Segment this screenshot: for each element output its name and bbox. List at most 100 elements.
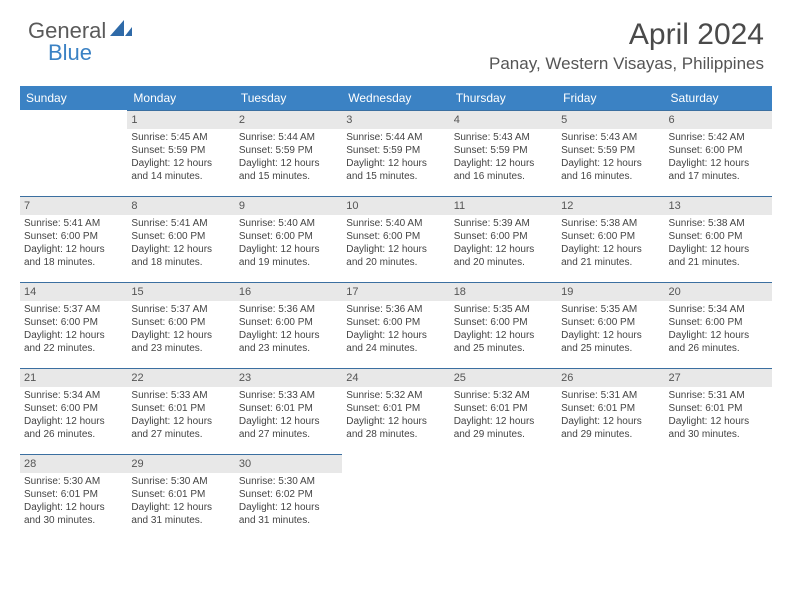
daylight-line: Daylight: 12 hours and 27 minutes. — [239, 415, 338, 441]
header: General Blue April 2024 Panay, Western V… — [0, 0, 792, 78]
sunrise-line: Sunrise: 5:38 AM — [669, 217, 768, 230]
calendar-cell: 17Sunrise: 5:36 AMSunset: 6:00 PMDayligh… — [342, 282, 449, 368]
day-content: Sunrise: 5:30 AMSunset: 6:02 PMDaylight:… — [235, 473, 342, 531]
sunset-line: Sunset: 5:59 PM — [454, 144, 553, 157]
daylight-line: Daylight: 12 hours and 26 minutes. — [24, 415, 123, 441]
sunset-line: Sunset: 6:00 PM — [24, 316, 123, 329]
day-number: 15 — [127, 282, 234, 301]
location: Panay, Western Visayas, Philippines — [489, 54, 764, 74]
day-number: 6 — [665, 110, 772, 129]
sunrise-line: Sunrise: 5:44 AM — [239, 131, 338, 144]
calendar-row: 7Sunrise: 5:41 AMSunset: 6:00 PMDaylight… — [20, 196, 772, 282]
day-content: Sunrise: 5:34 AMSunset: 6:00 PMDaylight:… — [20, 387, 127, 445]
daylight-line: Daylight: 12 hours and 24 minutes. — [346, 329, 445, 355]
day-content: Sunrise: 5:44 AMSunset: 5:59 PMDaylight:… — [235, 129, 342, 187]
sunset-line: Sunset: 6:01 PM — [131, 402, 230, 415]
day-number: 19 — [557, 282, 664, 301]
dayname-sun: Sunday — [20, 86, 127, 110]
sunrise-line: Sunrise: 5:33 AM — [239, 389, 338, 402]
calendar-cell: 28Sunrise: 5:30 AMSunset: 6:01 PMDayligh… — [20, 454, 127, 540]
calendar-cell — [557, 454, 664, 540]
day-content: Sunrise: 5:32 AMSunset: 6:01 PMDaylight:… — [450, 387, 557, 445]
calendar-cell — [450, 454, 557, 540]
day-content: Sunrise: 5:33 AMSunset: 6:01 PMDaylight:… — [235, 387, 342, 445]
calendar-cell: 10Sunrise: 5:40 AMSunset: 6:00 PMDayligh… — [342, 196, 449, 282]
sunset-line: Sunset: 6:00 PM — [239, 230, 338, 243]
sunset-line: Sunset: 6:00 PM — [454, 316, 553, 329]
day-number: 1 — [127, 110, 234, 129]
sunrise-line: Sunrise: 5:35 AM — [454, 303, 553, 316]
calendar-cell: 23Sunrise: 5:33 AMSunset: 6:01 PMDayligh… — [235, 368, 342, 454]
calendar-cell: 11Sunrise: 5:39 AMSunset: 6:00 PMDayligh… — [450, 196, 557, 282]
daylight-line: Daylight: 12 hours and 28 minutes. — [346, 415, 445, 441]
sunset-line: Sunset: 6:00 PM — [131, 316, 230, 329]
day-content: Sunrise: 5:44 AMSunset: 5:59 PMDaylight:… — [342, 129, 449, 187]
daylight-line: Daylight: 12 hours and 18 minutes. — [24, 243, 123, 269]
daylight-line: Daylight: 12 hours and 23 minutes. — [131, 329, 230, 355]
calendar-cell — [665, 454, 772, 540]
daylight-line: Daylight: 12 hours and 15 minutes. — [239, 157, 338, 183]
day-content: Sunrise: 5:42 AMSunset: 6:00 PMDaylight:… — [665, 129, 772, 187]
sunrise-line: Sunrise: 5:40 AM — [239, 217, 338, 230]
day-number: 13 — [665, 196, 772, 215]
sunset-line: Sunset: 6:01 PM — [669, 402, 768, 415]
sunset-line: Sunset: 6:00 PM — [561, 316, 660, 329]
sunset-line: Sunset: 6:02 PM — [239, 488, 338, 501]
day-content: Sunrise: 5:38 AMSunset: 6:00 PMDaylight:… — [665, 215, 772, 273]
calendar-cell: 27Sunrise: 5:31 AMSunset: 6:01 PMDayligh… — [665, 368, 772, 454]
calendar-cell: 20Sunrise: 5:34 AMSunset: 6:00 PMDayligh… — [665, 282, 772, 368]
daylight-line: Daylight: 12 hours and 15 minutes. — [346, 157, 445, 183]
sunrise-line: Sunrise: 5:34 AM — [669, 303, 768, 316]
day-number: 28 — [20, 454, 127, 473]
sunrise-line: Sunrise: 5:44 AM — [346, 131, 445, 144]
sunrise-line: Sunrise: 5:36 AM — [239, 303, 338, 316]
sunrise-line: Sunrise: 5:39 AM — [454, 217, 553, 230]
day-content: Sunrise: 5:41 AMSunset: 6:00 PMDaylight:… — [127, 215, 234, 273]
sunset-line: Sunset: 6:01 PM — [239, 402, 338, 415]
day-number: 21 — [20, 368, 127, 387]
day-number: 11 — [450, 196, 557, 215]
daylight-line: Daylight: 12 hours and 30 minutes. — [669, 415, 768, 441]
calendar-cell: 25Sunrise: 5:32 AMSunset: 6:01 PMDayligh… — [450, 368, 557, 454]
day-number: 29 — [127, 454, 234, 473]
calendar-cell: 30Sunrise: 5:30 AMSunset: 6:02 PMDayligh… — [235, 454, 342, 540]
sunrise-line: Sunrise: 5:38 AM — [561, 217, 660, 230]
dayname-fri: Friday — [557, 86, 664, 110]
sunrise-line: Sunrise: 5:31 AM — [669, 389, 768, 402]
day-content: Sunrise: 5:35 AMSunset: 6:00 PMDaylight:… — [557, 301, 664, 359]
title-block: April 2024 Panay, Western Visayas, Phili… — [489, 18, 764, 74]
dayname-wed: Wednesday — [342, 86, 449, 110]
sunset-line: Sunset: 5:59 PM — [346, 144, 445, 157]
daylight-line: Daylight: 12 hours and 19 minutes. — [239, 243, 338, 269]
sunset-line: Sunset: 6:00 PM — [561, 230, 660, 243]
logo: General Blue — [28, 18, 134, 44]
day-number: 7 — [20, 196, 127, 215]
calendar-cell: 24Sunrise: 5:32 AMSunset: 6:01 PMDayligh… — [342, 368, 449, 454]
calendar-cell: 5Sunrise: 5:43 AMSunset: 5:59 PMDaylight… — [557, 110, 664, 196]
day-number: 10 — [342, 196, 449, 215]
sunset-line: Sunset: 6:01 PM — [24, 488, 123, 501]
calendar-cell: 4Sunrise: 5:43 AMSunset: 5:59 PMDaylight… — [450, 110, 557, 196]
day-content: Sunrise: 5:45 AMSunset: 5:59 PMDaylight:… — [127, 129, 234, 187]
calendar-row: 14Sunrise: 5:37 AMSunset: 6:00 PMDayligh… — [20, 282, 772, 368]
daylight-line: Daylight: 12 hours and 31 minutes. — [239, 501, 338, 527]
day-content: Sunrise: 5:30 AMSunset: 6:01 PMDaylight:… — [127, 473, 234, 531]
day-content: Sunrise: 5:40 AMSunset: 6:00 PMDaylight:… — [342, 215, 449, 273]
day-number: 5 — [557, 110, 664, 129]
day-content: Sunrise: 5:30 AMSunset: 6:01 PMDaylight:… — [20, 473, 127, 531]
sunrise-line: Sunrise: 5:40 AM — [346, 217, 445, 230]
logo-sail-icon — [110, 20, 132, 43]
day-content: Sunrise: 5:34 AMSunset: 6:00 PMDaylight:… — [665, 301, 772, 359]
day-content: Sunrise: 5:36 AMSunset: 6:00 PMDaylight:… — [342, 301, 449, 359]
calendar-row: 1Sunrise: 5:45 AMSunset: 5:59 PMDaylight… — [20, 110, 772, 196]
daylight-line: Daylight: 12 hours and 21 minutes. — [561, 243, 660, 269]
daylight-line: Daylight: 12 hours and 20 minutes. — [346, 243, 445, 269]
month-title: April 2024 — [489, 18, 764, 52]
daylight-line: Daylight: 12 hours and 22 minutes. — [24, 329, 123, 355]
day-number: 9 — [235, 196, 342, 215]
sunset-line: Sunset: 6:00 PM — [24, 230, 123, 243]
dayname-row: Sunday Monday Tuesday Wednesday Thursday… — [20, 86, 772, 110]
calendar-cell: 7Sunrise: 5:41 AMSunset: 6:00 PMDaylight… — [20, 196, 127, 282]
dayname-tue: Tuesday — [235, 86, 342, 110]
daylight-line: Daylight: 12 hours and 21 minutes. — [669, 243, 768, 269]
